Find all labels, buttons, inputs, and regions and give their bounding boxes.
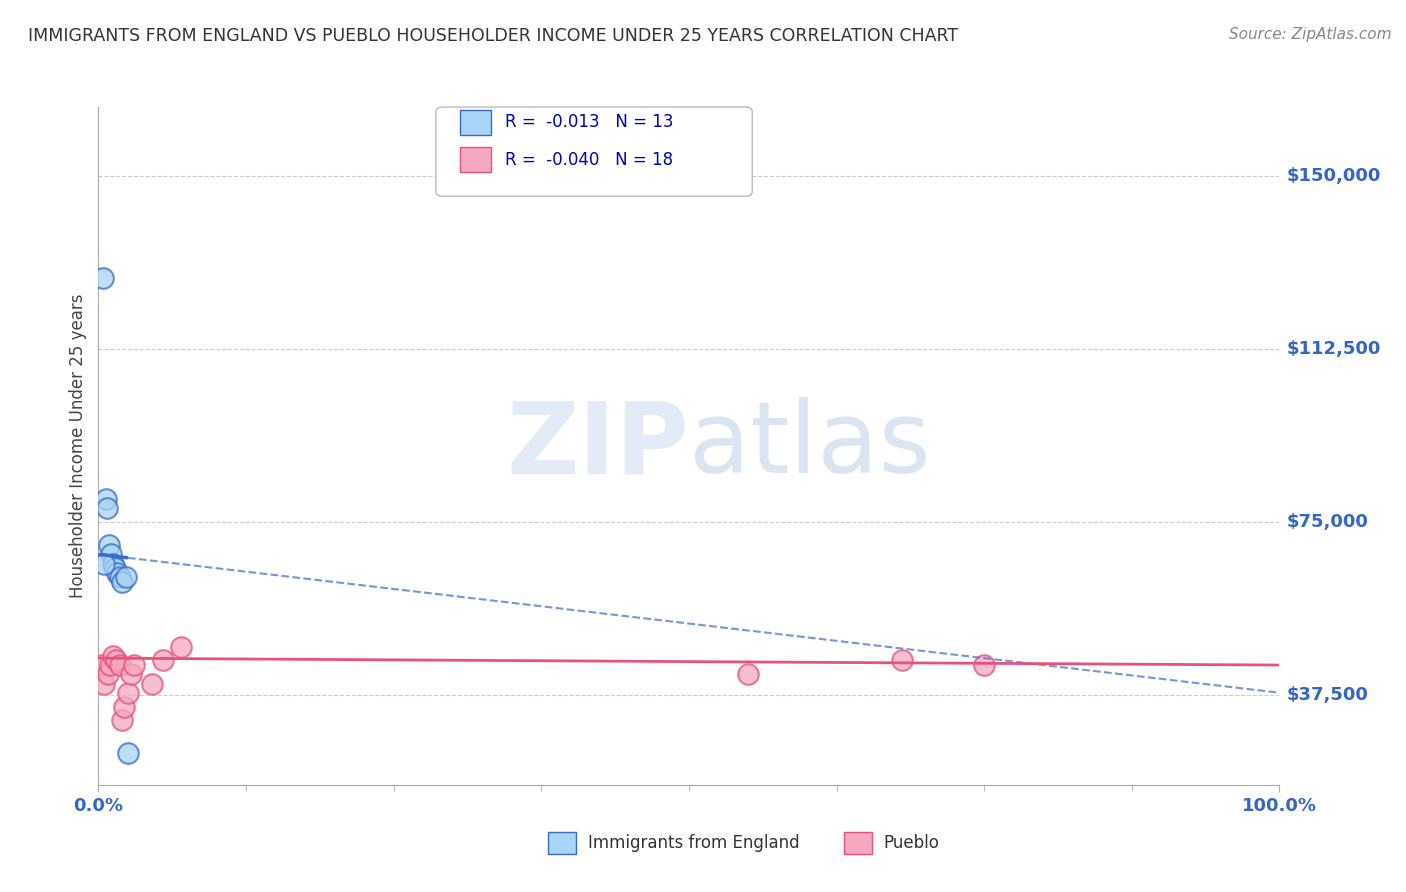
Point	[96, 501, 118, 516]
Point	[737, 667, 759, 681]
Point	[91, 658, 114, 673]
Point	[152, 653, 174, 667]
Point	[105, 566, 128, 580]
Point	[114, 570, 136, 584]
Point	[98, 658, 121, 673]
Text: ZIP: ZIP	[506, 398, 689, 494]
Text: $112,500: $112,500	[1286, 340, 1381, 359]
Point	[97, 667, 120, 681]
Point	[108, 570, 131, 584]
Point	[93, 557, 115, 571]
Text: R =  -0.040   N = 18: R = -0.040 N = 18	[505, 151, 673, 169]
Point	[117, 686, 139, 700]
Point	[98, 538, 121, 552]
Point	[100, 547, 122, 561]
Y-axis label: Householder Income Under 25 years: Householder Income Under 25 years	[69, 293, 87, 599]
Point	[117, 746, 139, 760]
Point	[112, 699, 135, 714]
Point	[94, 491, 117, 506]
Point	[141, 676, 163, 690]
Point	[122, 658, 145, 673]
Point	[111, 714, 134, 728]
Text: $150,000: $150,000	[1286, 167, 1381, 186]
Point	[108, 658, 131, 673]
Point	[104, 561, 127, 575]
Point	[973, 658, 995, 673]
Point	[91, 270, 114, 285]
Point	[111, 575, 134, 590]
Point	[105, 653, 128, 667]
Point	[101, 557, 124, 571]
Text: R =  -0.013   N = 13: R = -0.013 N = 13	[505, 113, 673, 131]
Point	[93, 676, 115, 690]
Point	[101, 648, 124, 663]
Text: IMMIGRANTS FROM ENGLAND VS PUEBLO HOUSEHOLDER INCOME UNDER 25 YEARS CORRELATION : IMMIGRANTS FROM ENGLAND VS PUEBLO HOUSEH…	[28, 27, 959, 45]
Text: $75,000: $75,000	[1286, 513, 1368, 531]
Text: Pueblo: Pueblo	[883, 834, 939, 852]
Point	[890, 653, 912, 667]
Text: atlas: atlas	[689, 398, 931, 494]
Point	[170, 640, 193, 654]
Point	[121, 667, 143, 681]
Text: Source: ZipAtlas.com: Source: ZipAtlas.com	[1229, 27, 1392, 42]
Text: $37,500: $37,500	[1286, 686, 1368, 704]
Text: Immigrants from England: Immigrants from England	[588, 834, 800, 852]
